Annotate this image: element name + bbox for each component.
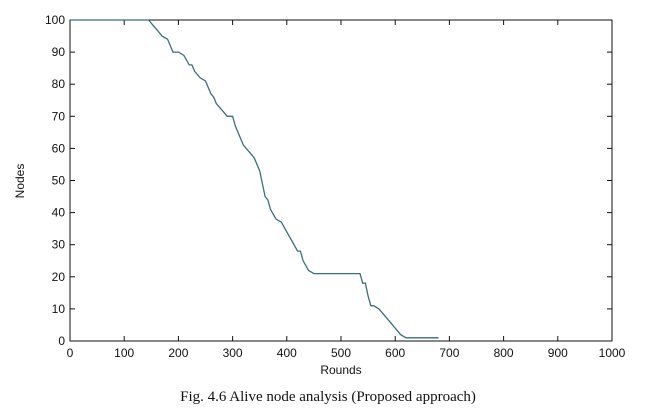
y-tick-label: 70	[52, 109, 66, 123]
y-tick-label: 80	[52, 77, 66, 91]
x-tick-label: 600	[385, 346, 405, 360]
y-axis-label: Nodes	[13, 164, 27, 199]
y-tick-label: 50	[52, 174, 66, 188]
y-tick-label: 20	[52, 270, 66, 284]
x-tick-label: 700	[439, 346, 459, 360]
y-axis-ticks: 0 10 20 30 40 50 60 70 80 90 100	[45, 13, 612, 348]
x-tick-label: 400	[277, 346, 297, 360]
x-tick-label: 200	[168, 346, 188, 360]
y-tick-label: 100	[45, 13, 65, 27]
x-axis-label: Rounds	[320, 363, 361, 377]
x-axis-ticks: 0 100 200 300 400 500 600 700 800 900 1000	[67, 20, 626, 360]
plot-frame	[69, 19, 613, 342]
y-tick-label: 40	[52, 206, 66, 220]
y-tick-label: 30	[52, 238, 66, 252]
x-tick-label: 500	[331, 346, 351, 360]
x-tick-label: 800	[494, 346, 514, 360]
y-tick-label: 10	[52, 302, 66, 316]
series-line	[70, 19, 439, 339]
y-tick-label: 0	[58, 334, 65, 348]
x-tick-label: 100	[114, 346, 134, 360]
x-tick-label: 0	[67, 346, 74, 360]
y-tick-label: 60	[52, 141, 66, 155]
figure-caption: Fig. 4.6 Alive node analysis (Proposed a…	[180, 389, 476, 405]
x-tick-label: 900	[548, 346, 568, 360]
x-tick-label: 1000	[599, 346, 626, 360]
x-tick-label: 300	[223, 346, 243, 360]
y-tick-label: 90	[52, 45, 66, 59]
